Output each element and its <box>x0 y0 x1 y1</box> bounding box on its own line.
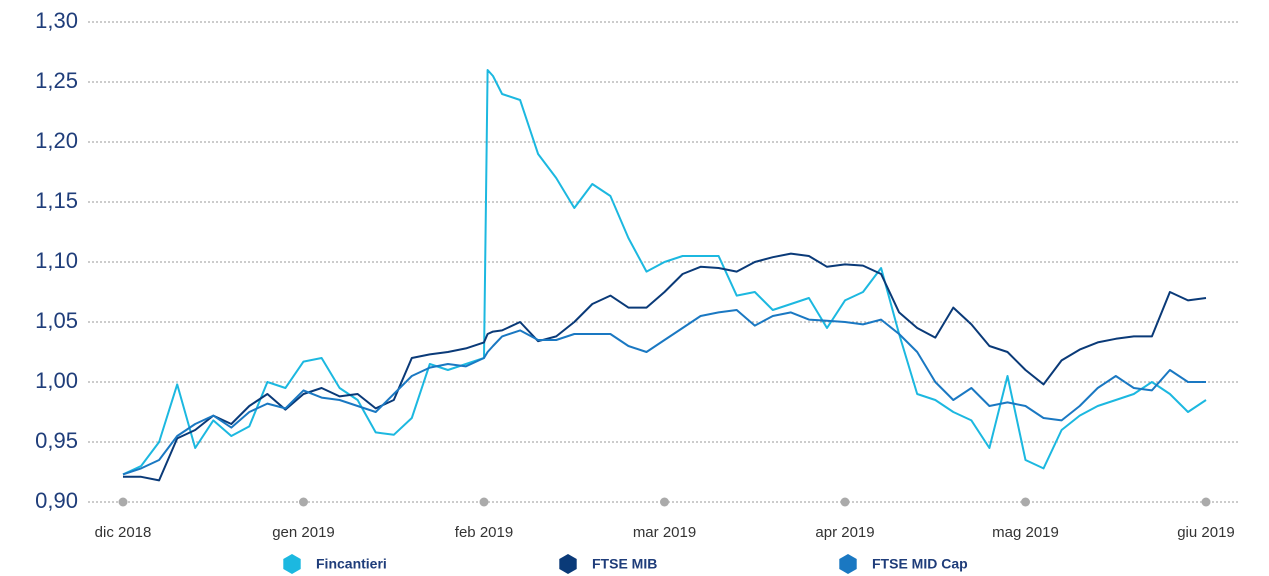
x-tick-label: mag 2019 <box>992 524 1059 541</box>
legend-swatch <box>283 554 301 574</box>
x-tick-mark <box>1021 497 1030 507</box>
x-tick-mark <box>299 497 308 507</box>
x-tick-label: giu 2019 <box>1177 524 1235 541</box>
legend-label: FTSE MIB <box>592 556 657 572</box>
x-tick-label: mar 2019 <box>633 524 696 541</box>
x-tick-mark <box>479 497 489 507</box>
x-tick-label: apr 2019 <box>815 524 874 541</box>
y-tick-label: 1,25 <box>35 68 78 93</box>
legend-swatch <box>839 554 857 574</box>
series-line <box>123 252 1207 482</box>
x-tick-mark <box>840 497 850 507</box>
x-tick-label: feb 2019 <box>455 524 513 541</box>
x-tick-mark <box>660 497 669 507</box>
y-tick-label: 1,15 <box>35 188 78 213</box>
x-tick-label: dic 2018 <box>95 524 152 541</box>
y-tick-label: 1,00 <box>35 368 78 393</box>
y-tick-label: 1,20 <box>35 128 78 153</box>
x-tick-mark <box>1201 497 1211 507</box>
y-tick-label: 1,30 <box>35 8 78 33</box>
legend-label: FTSE MID Cap <box>872 556 968 572</box>
y-tick-label: 1,10 <box>35 248 78 273</box>
y-tick-label: 0,95 <box>35 428 78 453</box>
series-line <box>122 309 1206 476</box>
legend-swatch <box>559 554 577 574</box>
x-tick-label: gen 2019 <box>272 524 335 541</box>
y-tick-label: 0,90 <box>35 488 78 513</box>
x-tick-mark <box>118 497 128 507</box>
y-tick-label: 1,05 <box>35 308 78 333</box>
series-line <box>122 69 1207 476</box>
legend-label: Fincantieri <box>316 556 387 572</box>
